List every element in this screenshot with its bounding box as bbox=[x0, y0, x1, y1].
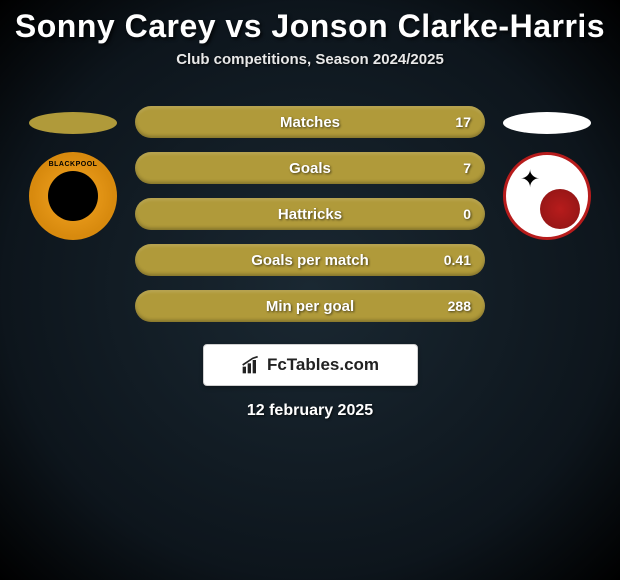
rotherham-badge-icon bbox=[503, 152, 591, 240]
stats-list: Matches 17 Goals 7 Hattricks 0 Goals per… bbox=[135, 106, 485, 322]
stat-row-hattricks: Hattricks 0 bbox=[135, 198, 485, 230]
stat-value-right: 0.41 bbox=[444, 252, 471, 268]
comparison-card: Sonny Carey vs Jonson Clarke-Harris Club… bbox=[0, 0, 620, 420]
stat-row-goals-per-match: Goals per match 0.41 bbox=[135, 244, 485, 276]
stat-label: Matches bbox=[280, 114, 340, 131]
stat-label: Goals bbox=[289, 160, 331, 177]
stat-value-right: 7 bbox=[463, 160, 471, 176]
stat-value-right: 17 bbox=[455, 114, 471, 130]
snapshot-date: 12 february 2025 bbox=[0, 402, 620, 420]
stat-row-goals: Goals 7 bbox=[135, 152, 485, 184]
stat-label: Hattricks bbox=[278, 206, 342, 223]
stat-value-right: 288 bbox=[448, 298, 471, 314]
brand-text: FcTables.com bbox=[267, 355, 379, 375]
stat-label: Min per goal bbox=[266, 298, 354, 315]
stat-row-matches: Matches 17 bbox=[135, 106, 485, 138]
brand-logo[interactable]: FcTables.com bbox=[203, 344, 418, 386]
player-left-column bbox=[23, 106, 123, 240]
stat-label: Goals per match bbox=[251, 252, 369, 269]
stat-row-min-per-goal: Min per goal 288 bbox=[135, 290, 485, 322]
player-right-column bbox=[497, 106, 597, 240]
comparison-body: Matches 17 Goals 7 Hattricks 0 Goals per… bbox=[0, 106, 620, 322]
player-left-color-icon bbox=[29, 112, 117, 134]
player-right-color-icon bbox=[503, 112, 591, 134]
stat-value-right: 0 bbox=[463, 206, 471, 222]
season-subtitle: Club competitions, Season 2024/2025 bbox=[0, 51, 620, 68]
page-title: Sonny Carey vs Jonson Clarke-Harris bbox=[0, 8, 620, 45]
blackpool-badge-icon bbox=[29, 152, 117, 240]
bar-chart-icon bbox=[241, 355, 261, 375]
